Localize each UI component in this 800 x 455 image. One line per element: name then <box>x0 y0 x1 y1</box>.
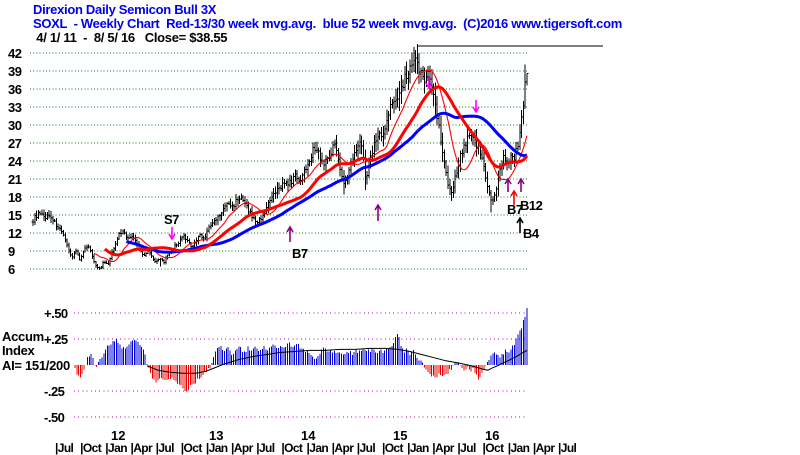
signal-label-b12: B12 <box>520 198 543 213</box>
x-axis-quarter-label: |Apr <box>331 441 356 455</box>
x-axis-quarter-label: |Jul <box>55 441 77 455</box>
chart-subtitle: SOXL - Weekly Chart Red-13/30 week mvg.a… <box>33 16 622 31</box>
chart-period-close: 4/ 1/ 11 - 8/ 5/ 16 Close= $38.55 <box>33 30 228 45</box>
moving-average-lines <box>93 69 529 263</box>
x-axis-quarter-label: |Jan <box>205 441 231 455</box>
accum-label-line2: Index <box>2 343 35 358</box>
x-axis-year-label: 15 <box>393 428 408 443</box>
chart-title: Direxion Daily Semicon Bull 3X <box>33 2 217 17</box>
x-axis-quarter-label: |Jan <box>407 441 432 455</box>
weekly-price-bars <box>31 43 529 271</box>
price-y-tick-label: 24 <box>8 154 22 169</box>
price-y-tick-label: 39 <box>8 64 22 79</box>
x-axis-quarter-label: |Apr <box>432 441 457 455</box>
price-y-tick-label: 12 <box>8 226 22 241</box>
price-y-tick-label: 42 <box>8 46 22 61</box>
accum-index-tick-label: -.50 <box>44 410 65 425</box>
x-axis-quarter-label: |Oct <box>381 441 406 455</box>
accum-index-histogram <box>74 307 528 392</box>
accum-label-line1: Accum <box>2 329 44 344</box>
price-y-tick-label: 18 <box>8 190 22 205</box>
signal-label-s7: S7 <box>164 212 179 227</box>
x-axis-year-label: 16 <box>485 428 500 443</box>
buy-arrow-up-icon <box>286 225 294 242</box>
x-axis-quarter-label: |Oct <box>281 441 306 455</box>
x-axis-year-label: 13 <box>209 428 224 443</box>
price-y-tick-label: 30 <box>8 118 22 133</box>
price-y-tick-label: 6 <box>8 262 15 277</box>
price-y-tick-label: 33 <box>8 100 22 115</box>
sell-arrow-down-icon <box>168 227 176 241</box>
buy-arrow-up-icon <box>504 177 512 192</box>
x-axis-quarter-label: |Oct <box>180 441 205 455</box>
x-axis-quarter-label: |Jul <box>356 441 378 455</box>
x-axis-quarter-label: |Apr <box>532 441 558 455</box>
signal-label-b7: B7 <box>292 246 308 261</box>
price-y-tick-label: 36 <box>8 82 22 97</box>
price-y-tick-label: 9 <box>8 244 15 259</box>
signal-label-b7: B7 <box>507 202 523 217</box>
sell-arrow-down-icon <box>425 76 433 90</box>
price-y-tick-label: 21 <box>8 172 22 187</box>
x-axis-quarter-label: |Oct <box>80 441 104 455</box>
accum-index-tick-label: -.25 <box>44 384 65 399</box>
buy-arrow-up-icon <box>516 216 524 233</box>
accum-index-tick-label: +.25 <box>44 332 68 347</box>
x-axis-quarter-label: |Apr <box>130 441 155 455</box>
x-axis-quarter-label: |Jul <box>457 441 479 455</box>
x-axis-quarter-label: |Jan <box>306 441 331 455</box>
x-axis-year-label: 12 <box>111 428 126 443</box>
sell-arrow-down-icon <box>472 100 480 114</box>
x-axis-quarter-label: |Jan <box>105 441 130 455</box>
accum-label-line3: AI= 151/200 <box>2 358 70 373</box>
accum-index-signal-line <box>146 347 528 374</box>
buy-arrow-up-icon <box>374 203 382 221</box>
price-y-tick-label: 15 <box>8 208 22 223</box>
buy-arrow-up-icon <box>517 177 525 192</box>
x-axis-quarter-label: |Oct <box>482 441 507 455</box>
price-gridlines <box>30 52 527 270</box>
x-axis-year-label: 14 <box>301 428 316 443</box>
accum-index-tick-label: +.50 <box>44 306 68 321</box>
x-axis-quarter-label: |Apr <box>231 441 256 455</box>
signal-arrows <box>168 76 525 242</box>
buy-arrow-up-icon <box>510 189 518 205</box>
x-axis-quarter-label: |Jul <box>155 441 177 455</box>
x-axis-quarter-label: |Jan <box>507 441 533 455</box>
x-axis-quarter-label: |Jul <box>256 441 278 455</box>
x-axis-quarter-label: |Jul <box>558 441 580 455</box>
signal-label-b4: B4 <box>523 226 539 241</box>
price-y-tick-label: 27 <box>8 136 22 151</box>
